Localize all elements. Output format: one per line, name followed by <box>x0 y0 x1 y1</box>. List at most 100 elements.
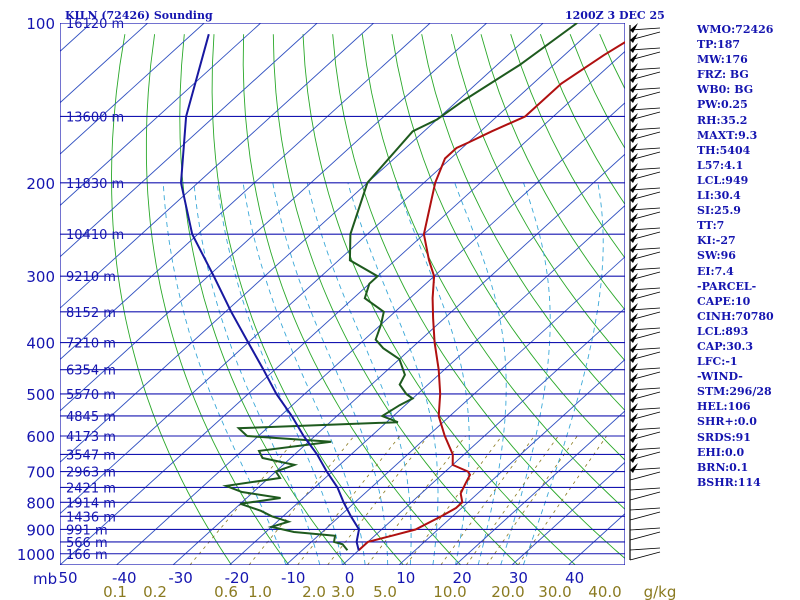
wind-barb-flag <box>630 433 638 443</box>
stat-line: TT:7 <box>697 219 725 233</box>
stat-line: KI:-27 <box>697 234 736 248</box>
height-label: 991 m <box>66 523 108 538</box>
wind-barb <box>629 147 661 151</box>
wind-barb-flag <box>630 383 638 393</box>
height-label: 6354 m <box>66 364 116 379</box>
temperature-tick-label: -40 <box>112 569 137 587</box>
wind-barb-flag <box>630 183 638 193</box>
isotherm-line <box>60 23 262 207</box>
wind-barb-flag <box>630 243 638 253</box>
chart-grid <box>0 23 625 565</box>
mixing-ratio-tick-label: 0.1 <box>103 583 127 600</box>
wind-barb-flag <box>630 283 638 293</box>
chart-series <box>179 23 625 552</box>
isotherm-line <box>60 23 205 155</box>
stat-line: -WIND- <box>697 370 743 384</box>
isotherm-line <box>511 461 625 565</box>
temperature-tick-label: -20 <box>225 569 250 587</box>
wind-barb-flag <box>630 413 638 423</box>
isotherm-line <box>455 410 625 565</box>
wind-barb-flag <box>630 173 638 183</box>
height-label: 10410 m <box>66 228 124 243</box>
wind-barb-flag <box>630 153 638 163</box>
stat-line: SRDS:91 <box>697 430 751 444</box>
mixing-ratio-line <box>440 435 535 565</box>
wind-barb <box>629 127 661 131</box>
wind-barb <box>629 387 661 391</box>
stat-line: MAXT:9.3 <box>697 128 758 142</box>
height-label: 3547 m <box>66 448 116 463</box>
wind-barb <box>629 227 661 231</box>
wind-barb <box>629 511 661 521</box>
wind-barb-flag <box>630 373 638 383</box>
isotherm-line <box>285 256 625 565</box>
wind-barb <box>629 47 661 51</box>
wind-barb <box>629 427 661 431</box>
wind-barb <box>629 107 661 111</box>
dry-adiabat-line <box>272 34 519 565</box>
wind-barb-flag <box>630 423 638 433</box>
dry-adiabat-line <box>332 34 625 560</box>
isotherm-line <box>172 153 625 565</box>
isotherm-line <box>60 23 488 412</box>
pressure-tick-label: 900 <box>26 521 55 539</box>
mixing-ratio-tick-label: 3.0 <box>331 583 355 600</box>
stat-line: EI:7.4 <box>697 264 734 278</box>
stat-line: TH:5404 <box>697 143 751 157</box>
height-label: 7210 m <box>66 337 116 352</box>
mixing-ratio-line <box>248 435 355 565</box>
wind-barb <box>629 287 661 291</box>
stat-line: EHI:0.0 <box>697 445 745 459</box>
temperature-tick-label: 30 <box>509 569 528 587</box>
mixing-ratio-unit: g/kg <box>644 583 677 600</box>
wind-barb <box>629 327 661 331</box>
moist-adiabat-line <box>347 182 439 565</box>
height-label: 2963 m <box>66 466 116 481</box>
moist-adiabat-line <box>162 182 287 565</box>
wind-barb-flag <box>630 273 638 283</box>
wind-barb-flag <box>630 23 638 33</box>
wind-barb <box>629 367 661 371</box>
dry-adiabat-line <box>211 34 404 565</box>
height-label: 8152 m <box>66 306 116 321</box>
mixing-ratio-line <box>405 435 503 565</box>
temperature-profile <box>358 40 625 552</box>
isotherm-line <box>60 23 544 463</box>
wind-barb <box>629 471 661 481</box>
isotherm-line <box>0 23 35 565</box>
stat-line: PW:0.25 <box>697 98 748 112</box>
mixing-ratio-tick-label: 40.0 <box>588 583 621 600</box>
stat-line: SHR+:0.0 <box>697 415 757 429</box>
stat-line: RH:35.2 <box>697 113 748 127</box>
height-label: 4173 m <box>66 430 116 445</box>
stat-line: WB0: BG <box>697 83 754 97</box>
stat-line: SI:25.9 <box>697 204 741 218</box>
wind-barb-flag <box>630 213 638 223</box>
wind-barb-flag <box>630 333 638 343</box>
wind-barb <box>629 247 661 251</box>
isotherm-line <box>60 23 375 309</box>
wind-barb-flag <box>630 193 638 203</box>
pressure-tick-label: 200 <box>26 175 55 193</box>
sounding-stats-panel: WMO:72426 TP:187 MW:176 FRZ: BG WB0: BG PW:0.… <box>697 22 797 490</box>
height-label: 9210 m <box>66 270 116 285</box>
wind-barb <box>629 507 661 511</box>
mixing-ratio-line <box>327 435 429 565</box>
temperature-tick-label: 10 <box>396 569 415 587</box>
stat-line: HEL:106 <box>697 400 751 414</box>
wind-barb <box>629 187 661 191</box>
pressure-tick-label: 100 <box>26 15 55 33</box>
stat-line: SW:96 <box>697 249 736 263</box>
moist-adiabat-line <box>395 182 470 565</box>
plot-frame <box>60 23 625 565</box>
dry-adiabat-line <box>480 34 625 311</box>
height-label: 2421 m <box>66 481 116 496</box>
wind-barb-flag <box>630 353 638 363</box>
stat-line: LCL:893 <box>697 324 749 338</box>
moist-adiabat-line <box>306 182 412 565</box>
wind-barb <box>629 67 661 71</box>
dewpoint-profile <box>222 23 578 551</box>
isotherm-line <box>60 50 625 565</box>
stat-line: MW:176 <box>697 53 748 67</box>
